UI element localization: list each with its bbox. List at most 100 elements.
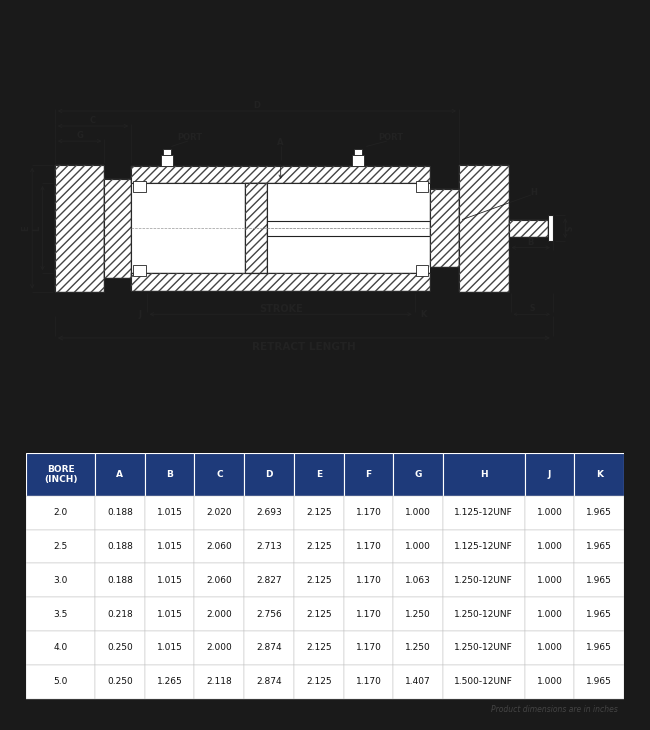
Text: 2.125: 2.125 <box>306 542 332 551</box>
Bar <box>194 665 244 699</box>
Bar <box>393 631 443 665</box>
Text: 1.170: 1.170 <box>356 542 382 551</box>
Text: 2.125: 2.125 <box>306 576 332 585</box>
Text: PORT: PORT <box>378 134 404 142</box>
Text: 1.407: 1.407 <box>406 677 431 686</box>
Bar <box>344 496 393 530</box>
Bar <box>95 564 145 597</box>
Bar <box>294 530 344 564</box>
Text: K: K <box>420 310 426 319</box>
Bar <box>354 149 362 155</box>
Bar <box>430 190 459 267</box>
Bar <box>294 665 344 699</box>
Bar <box>575 496 624 530</box>
Text: A: A <box>116 470 124 479</box>
Text: S: S <box>529 304 534 313</box>
Bar <box>26 564 95 597</box>
Text: 0.250: 0.250 <box>107 677 133 686</box>
Bar <box>459 165 508 292</box>
Text: 1.015: 1.015 <box>157 508 183 518</box>
Bar <box>393 530 443 564</box>
Text: 1.965: 1.965 <box>586 542 612 551</box>
Bar <box>443 496 525 530</box>
Bar <box>145 530 194 564</box>
Text: 2.874: 2.874 <box>256 677 282 686</box>
Text: 1.250: 1.250 <box>406 610 431 618</box>
Bar <box>145 631 194 665</box>
Text: J: J <box>138 310 142 319</box>
Bar <box>145 453 194 496</box>
Bar <box>26 453 95 496</box>
Text: 2.0: 2.0 <box>53 508 68 518</box>
Text: S: S <box>566 226 575 231</box>
Bar <box>133 181 146 192</box>
Bar <box>294 564 344 597</box>
Bar <box>145 665 194 699</box>
Text: 1.170: 1.170 <box>356 576 382 585</box>
Text: 2.756: 2.756 <box>256 610 282 618</box>
Bar <box>267 220 430 236</box>
Text: 1.250-12UNF: 1.250-12UNF <box>454 610 514 618</box>
Text: G: G <box>76 131 83 140</box>
Bar <box>131 166 430 183</box>
Bar <box>163 149 172 155</box>
Text: G: G <box>415 470 422 479</box>
Text: 3.5: 3.5 <box>53 610 68 618</box>
Text: 2.125: 2.125 <box>306 677 332 686</box>
Text: 1.170: 1.170 <box>356 610 382 618</box>
Text: 4.0: 4.0 <box>53 643 68 653</box>
Bar <box>525 530 575 564</box>
Bar <box>95 665 145 699</box>
Bar <box>575 453 624 496</box>
Bar <box>194 564 244 597</box>
Text: 1.500-12UNF: 1.500-12UNF <box>454 677 514 686</box>
Text: 0.250: 0.250 <box>107 643 133 653</box>
Bar <box>416 265 428 275</box>
Text: 5.0: 5.0 <box>53 677 68 686</box>
Bar <box>344 530 393 564</box>
Text: 2.118: 2.118 <box>207 677 232 686</box>
Bar <box>443 665 525 699</box>
Bar <box>294 631 344 665</box>
Text: H: H <box>480 470 488 479</box>
Bar <box>105 179 131 277</box>
Bar <box>145 496 194 530</box>
Bar <box>55 165 105 292</box>
Text: 2.000: 2.000 <box>207 610 232 618</box>
Bar <box>95 453 145 496</box>
Bar <box>344 665 393 699</box>
Text: 3.0: 3.0 <box>53 576 68 585</box>
Bar <box>344 631 393 665</box>
Bar <box>55 165 105 292</box>
Bar <box>525 496 575 530</box>
Text: 1.170: 1.170 <box>356 508 382 518</box>
Text: 1.250-12UNF: 1.250-12UNF <box>454 643 514 653</box>
Bar <box>393 496 443 530</box>
Text: STROKE: STROKE <box>259 304 302 314</box>
Bar <box>443 530 525 564</box>
Bar <box>393 597 443 631</box>
Text: 1.965: 1.965 <box>586 610 612 618</box>
Bar <box>105 179 131 277</box>
Text: 1.015: 1.015 <box>157 610 183 618</box>
Text: 1.265: 1.265 <box>157 677 183 686</box>
Text: 2.020: 2.020 <box>207 508 232 518</box>
Text: 2.713: 2.713 <box>256 542 282 551</box>
Bar <box>525 564 575 597</box>
Text: 2.060: 2.060 <box>207 542 232 551</box>
Text: 1.965: 1.965 <box>586 508 612 518</box>
Bar <box>508 220 548 237</box>
Bar <box>244 631 294 665</box>
Bar <box>145 597 194 631</box>
Text: 1.000: 1.000 <box>536 610 562 618</box>
Bar <box>416 181 428 192</box>
Text: L: L <box>32 226 41 231</box>
Text: 1.170: 1.170 <box>356 677 382 686</box>
Text: 1.125-12UNF: 1.125-12UNF <box>454 508 514 518</box>
Bar <box>145 564 194 597</box>
Text: RETRACT LENGTH: RETRACT LENGTH <box>252 342 356 352</box>
Text: 1.000: 1.000 <box>536 508 562 518</box>
Text: 1.015: 1.015 <box>157 542 183 551</box>
Text: D: D <box>265 470 273 479</box>
Bar <box>95 496 145 530</box>
